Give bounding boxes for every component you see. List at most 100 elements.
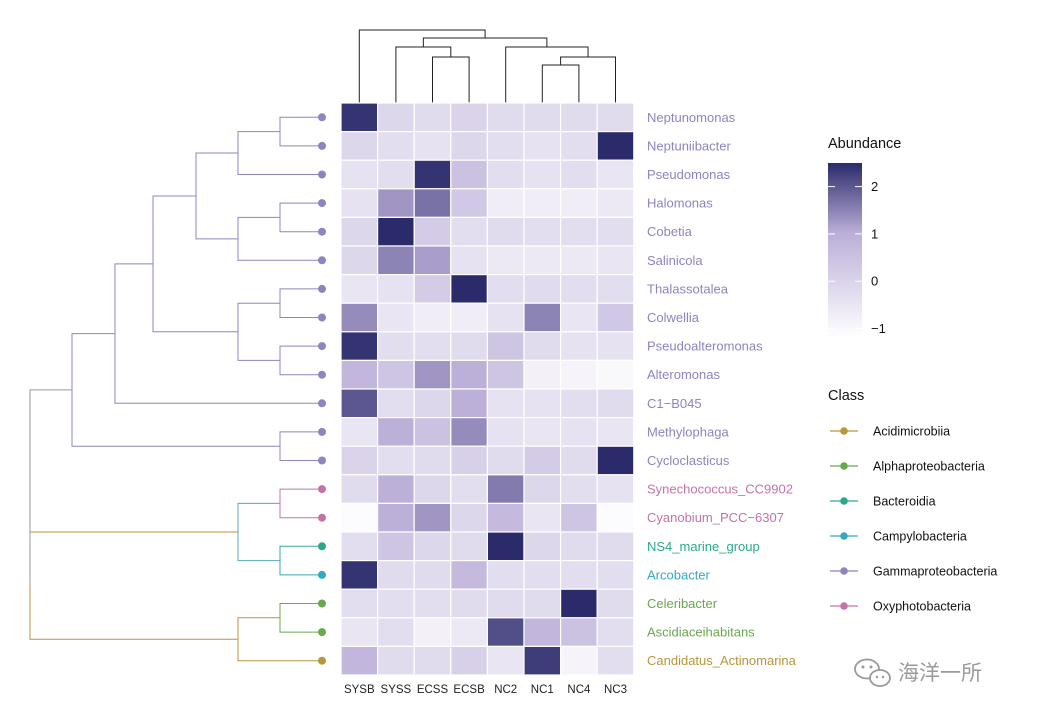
row-marker: [318, 227, 326, 236]
column-label: NC3: [604, 684, 627, 696]
heatmap-cell: [377, 445, 415, 476]
class-legend-marker: [840, 602, 848, 610]
row-dendrogram-branch: [237, 502, 280, 562]
heatmap-cell: [413, 474, 452, 504]
heatmap-cell: [486, 216, 525, 247]
heatmap-cell: [413, 502, 452, 533]
heatmap-cell: [596, 531, 635, 562]
class-legend: Class Acidimicrobiia Alphaproteobacteria B…: [828, 388, 997, 614]
heatmap-cell: [559, 331, 598, 361]
heatmap-cell: [559, 245, 598, 276]
heatmap-cell: [450, 274, 488, 304]
heatmap-cell: [596, 302, 635, 333]
column-dendrogram: [358, 29, 616, 103]
class-legend-label: Oxyphotobacteria: [873, 600, 971, 614]
row-dendrogram-branch: [279, 116, 322, 147]
heatmap-cell: [340, 588, 379, 619]
heatmap-cell: [596, 188, 635, 219]
heatmap-cell: [486, 645, 525, 676]
heatmap-cell: [559, 417, 598, 447]
heatmap-cell: [486, 131, 525, 161]
column-labels: SYSB SYSS ECSS ECSB NC2 NC1 NC4 NC3: [344, 684, 627, 696]
heatmap-cell: [596, 359, 635, 390]
heatmap-cell: [413, 645, 452, 676]
row-label: Cycloclasticus: [647, 453, 730, 468]
column-label: ECSS: [417, 684, 449, 696]
row-label: Alteromonas: [647, 367, 720, 382]
heatmap-cell: [559, 502, 598, 533]
column-label: NC1: [531, 684, 554, 696]
abundance-tick-label: 1: [871, 226, 878, 241]
heatmap-cell: [523, 531, 562, 562]
heatmap-cell: [450, 645, 488, 676]
heatmap-cell: [340, 645, 379, 676]
heatmap-cell: [413, 359, 452, 390]
heatmap-cell: [377, 216, 415, 247]
row-marker: [318, 570, 326, 579]
abundance-colorbar: [828, 163, 862, 338]
heatmap-cell: [486, 188, 525, 219]
heatmap-cell: [413, 388, 452, 419]
heatmap-cell: [340, 331, 379, 361]
watermark: 海洋一所: [854, 658, 982, 687]
heatmap-cell: [559, 388, 598, 419]
heatmap-cell: [559, 474, 598, 504]
abundance-tick-label: −1: [871, 321, 886, 336]
heatmap-cell: [450, 188, 488, 219]
heatmap-cell: [486, 388, 525, 419]
heatmap-cell: [450, 502, 488, 533]
heatmap-cell: [377, 274, 415, 304]
heatmap-cell: [596, 159, 635, 190]
heatmap-cell: [377, 302, 415, 333]
row-marker: [318, 313, 326, 322]
heatmap-cell: [450, 245, 488, 276]
abundance-legend: Abundance 2 1 0 −1: [828, 136, 901, 338]
class-legend-items: Acidimicrobiia Alphaproteobacteria Bactero…: [830, 425, 997, 614]
heatmap-cell: [523, 188, 562, 219]
heatmap-cell: [340, 274, 379, 304]
heatmap-cell: [340, 531, 379, 562]
heatmap-cell: [486, 331, 525, 361]
heatmap-cell: [413, 274, 452, 304]
heatmap-cell: [523, 274, 562, 304]
heatmap-cell: [413, 102, 452, 133]
heatmap-cell: [450, 445, 488, 476]
column-dendrogram-branch: [422, 37, 548, 47]
heatmap-cell: [523, 245, 562, 276]
heatmap-cell: [340, 502, 379, 533]
column-label: SYSB: [344, 684, 375, 696]
class-legend-marker: [840, 497, 848, 505]
heatmap-cell: [596, 502, 635, 533]
heatmap-cell: [450, 216, 488, 247]
row-marker: [318, 456, 326, 465]
heatmap-cell: [413, 188, 452, 219]
row-marker: [318, 370, 326, 379]
row-label: Arcobacter: [647, 567, 711, 582]
heatmap-cell: [377, 245, 415, 276]
heatmap-cell: [559, 445, 598, 476]
abundance-legend-title: Abundance: [828, 136, 901, 152]
heatmap-cell: [596, 102, 635, 133]
class-legend-marker: [840, 567, 848, 575]
heatmap-cell: [377, 388, 415, 419]
heatmap-cell: [596, 388, 635, 419]
class-legend-marker: [840, 462, 848, 470]
heatmap-cell: [413, 216, 452, 247]
heatmap-cell: [596, 645, 635, 676]
heatmap-cell: [377, 588, 415, 619]
row-marker: [318, 656, 326, 665]
heatmap-cell: [486, 274, 525, 304]
row-label: Salinicola: [647, 253, 703, 268]
heatmap-cell: [377, 159, 415, 190]
heatmap-cell: [486, 102, 525, 133]
row-marker: [318, 141, 326, 150]
row-marker: [318, 599, 326, 608]
heatmap-cell: [450, 359, 488, 390]
row-label: Thalassotalea: [647, 281, 729, 296]
column-dendrogram-branch: [358, 29, 486, 103]
heatmap-cell: [596, 617, 635, 647]
row-label: Candidatus_Actinomarina: [647, 653, 797, 668]
column-dendrogram-branch: [432, 56, 470, 103]
heatmap-cell: [559, 559, 598, 590]
